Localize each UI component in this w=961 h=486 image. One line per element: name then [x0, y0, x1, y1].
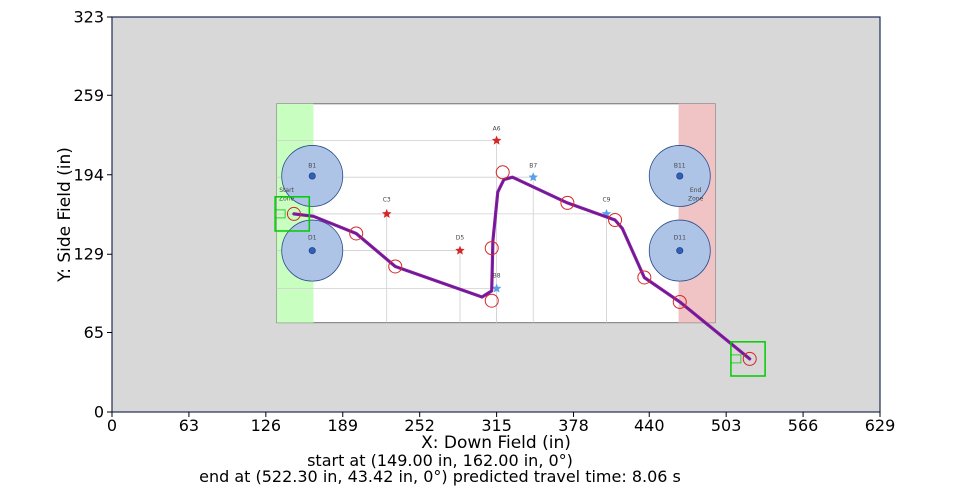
waypoint-marker — [484, 293, 499, 308]
obstacle-center-d11 — [676, 247, 684, 255]
field-label: B8 — [493, 272, 501, 279]
y-axis-title: Y: Side Field (in) — [55, 147, 75, 283]
trajectory-path — [292, 175, 752, 361]
waypoint-marker — [495, 165, 510, 180]
path-line-core — [293, 176, 751, 360]
marker-star-c3 — [382, 208, 392, 218]
waypoint-marker — [349, 226, 364, 241]
field-label: Zone — [279, 195, 295, 202]
field-label: End — [690, 187, 702, 194]
field-label: B11 — [674, 162, 686, 169]
waypoint-marker — [637, 270, 652, 285]
waypoint-marker — [608, 213, 623, 228]
y-tick-label: 65 — [84, 323, 104, 342]
marker-star-c9 — [601, 208, 612, 218]
y-tick-label: 0 — [94, 403, 104, 422]
x-tick-label: 252 — [404, 416, 435, 435]
field-label: D5 — [456, 235, 465, 242]
waypoint-marker — [672, 294, 687, 309]
field-label: C3 — [383, 197, 391, 204]
field-label: B1 — [308, 162, 316, 169]
y-tick-label: 323 — [73, 8, 104, 27]
plot-frame — [111, 16, 881, 413]
obstacle-center-d1 — [308, 247, 316, 255]
field-label: B7 — [529, 162, 537, 169]
marker-star-a6 — [491, 135, 502, 145]
start-caption: start at (149.00 in, 162.00 in, 0°) — [307, 451, 573, 470]
x-tick-label: 315 — [481, 416, 512, 435]
waypoint-marker — [484, 241, 499, 256]
y-tick-label: 129 — [73, 245, 104, 264]
field-label: Start — [279, 187, 294, 194]
end-zone — [678, 103, 716, 323]
x-tick-label: 503 — [711, 416, 742, 435]
x-axis-title: X: Down Field (in) — [421, 433, 571, 453]
obstacle-center-b11 — [676, 172, 684, 180]
y-tick-label: 259 — [73, 86, 104, 105]
marker-star-d5 — [455, 245, 465, 255]
x-tick-label: 378 — [558, 416, 589, 435]
start-pose-heading — [274, 209, 286, 219]
x-tick-label: 440 — [634, 416, 665, 435]
obstacle-center-b1 — [308, 172, 316, 180]
marker-star-b8 — [491, 283, 502, 293]
waypoint-marker — [388, 259, 403, 274]
field-label: D11 — [674, 235, 686, 242]
x-tick-label: 63 — [179, 416, 199, 435]
marker-star-b7 — [528, 172, 538, 182]
field-label: C9 — [602, 197, 610, 204]
end-pose-heading — [730, 354, 742, 364]
x-tick-label: 126 — [251, 416, 282, 435]
y-tick-label: 194 — [73, 165, 104, 184]
x-tick-label: 629 — [865, 416, 896, 435]
x-tick-label: 0 — [107, 416, 117, 435]
waypoint-marker — [286, 206, 301, 221]
x-tick-label: 566 — [788, 416, 819, 435]
x-axis-ticks: 0 63 126 189 252 315 378 440 503 566 629 — [107, 412, 895, 435]
field-label: A6 — [493, 126, 501, 133]
x-tick-label: 189 — [327, 416, 358, 435]
pose-boxes — [274, 196, 766, 377]
field-label: D1 — [308, 235, 317, 242]
field-label: Zone — [688, 195, 704, 202]
y-axis-ticks: 0 65 129 194 259 323 — [73, 8, 112, 422]
end-caption: end at (522.30 in, 43.42 in, 0°) predict… — [199, 467, 681, 486]
waypoint-marker — [742, 351, 757, 366]
waypoints — [286, 165, 757, 366]
waypoint-marker — [560, 195, 575, 210]
